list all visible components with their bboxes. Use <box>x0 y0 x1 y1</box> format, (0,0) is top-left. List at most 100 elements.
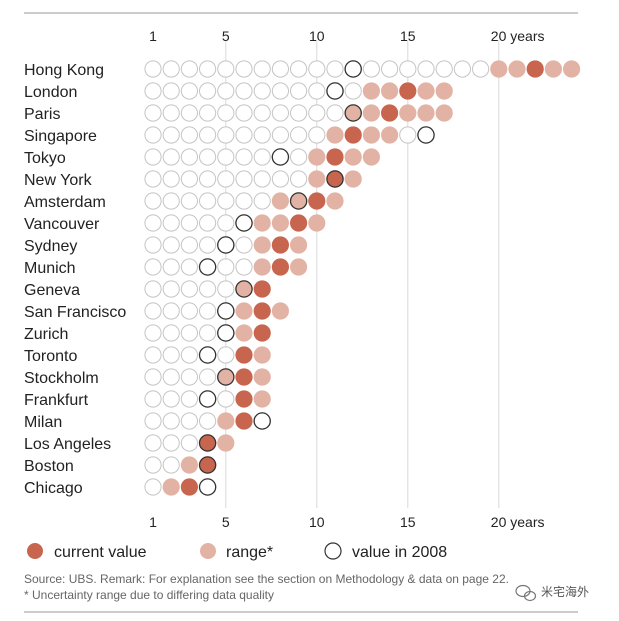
empty-dot <box>180 368 198 386</box>
city-label: Zurich <box>24 326 68 343</box>
city-label: Sydney <box>24 238 77 255</box>
range-dot <box>290 258 308 276</box>
empty-dot <box>217 126 235 144</box>
city-label: London <box>24 84 77 101</box>
empty-dot <box>235 236 253 254</box>
city-label: Paris <box>24 106 60 123</box>
empty-dot <box>180 280 198 298</box>
current-value-dot <box>253 302 271 320</box>
current-value-dot <box>381 104 399 122</box>
empty-dot <box>162 214 180 232</box>
empty-dot <box>180 434 198 452</box>
empty-dot <box>290 126 308 144</box>
range-dot <box>544 60 563 78</box>
empty-dot <box>308 104 326 122</box>
empty-dot <box>144 214 162 232</box>
empty-dot <box>235 60 253 78</box>
x-tick-label-top: 10 <box>309 28 325 44</box>
range-dot <box>381 82 399 100</box>
empty-dot <box>144 346 162 364</box>
empty-dot <box>162 82 180 100</box>
empty-dot <box>217 170 235 188</box>
range-dot <box>253 214 271 232</box>
uncertainty-note: * Uncertainty range due to differing dat… <box>24 588 274 602</box>
empty-dot <box>180 60 198 78</box>
empty-dot <box>217 148 235 166</box>
range-dot <box>381 126 399 144</box>
city-label: Amsterdam <box>24 194 106 211</box>
city-label: Stockholm <box>24 370 99 387</box>
empty-dot <box>199 302 217 320</box>
value-2008-marker <box>198 390 217 408</box>
value-2008-marker <box>198 434 217 452</box>
empty-dot <box>217 258 235 276</box>
empty-dot <box>308 126 326 144</box>
city-label: Toronto <box>24 348 77 365</box>
empty-dot <box>199 280 217 298</box>
range-dot <box>326 126 344 144</box>
empty-dot <box>162 148 180 166</box>
empty-dot <box>253 126 271 144</box>
x-tick-label-bottom: 1 <box>149 514 157 530</box>
x-tick-label-bottom: 15 <box>400 514 416 530</box>
empty-dot <box>235 82 253 100</box>
city-row: Sydney <box>24 236 308 255</box>
range-dot <box>253 390 271 408</box>
city-row: Frankfurt <box>24 390 271 409</box>
range-dot <box>435 82 453 100</box>
empty-dot <box>271 170 289 188</box>
range-dot <box>180 456 198 474</box>
city-row: San Francisco <box>24 302 289 321</box>
empty-dot <box>253 82 271 100</box>
legend-range-swatch <box>200 543 216 559</box>
empty-dot <box>290 104 308 122</box>
empty-dot <box>235 170 253 188</box>
empty-dot <box>199 104 217 122</box>
x-tick-label-bottom: 10 <box>309 514 325 530</box>
empty-dot <box>144 104 162 122</box>
range-dot <box>417 82 435 100</box>
x-tick-label-bottom: 20 years <box>491 514 545 530</box>
current-value-dot <box>253 324 271 342</box>
empty-dot <box>144 302 162 320</box>
range-dot <box>563 60 581 78</box>
empty-dot <box>180 346 198 364</box>
legend: current value range* value in 2008 <box>27 542 447 561</box>
range-dot <box>217 434 235 452</box>
city-label: Munich <box>24 260 76 277</box>
legend-current-label: current value <box>54 544 147 561</box>
range-dot <box>399 104 417 122</box>
empty-dot <box>199 368 217 386</box>
range-dot <box>308 170 326 188</box>
empty-dot <box>362 60 380 78</box>
empty-dot <box>217 192 235 210</box>
city-row: Chicago <box>24 478 217 497</box>
empty-dot <box>217 390 235 408</box>
empty-dot <box>290 170 308 188</box>
x-tick-label-top: 1 <box>149 28 157 44</box>
range-dot <box>308 148 326 166</box>
city-label: San Francisco <box>24 304 126 321</box>
empty-dot <box>144 456 162 474</box>
empty-dot <box>180 192 198 210</box>
city-label: Geneva <box>24 282 80 299</box>
empty-dot <box>180 104 198 122</box>
legend-2008-swatch <box>324 542 342 560</box>
empty-dot <box>162 368 180 386</box>
value-2008-marker <box>217 324 235 342</box>
city-row: Vancouver <box>24 214 326 233</box>
range-dot <box>290 236 308 254</box>
empty-dot <box>144 60 162 78</box>
value-2008-marker <box>344 104 362 122</box>
empty-dot <box>162 104 180 122</box>
value-2008-marker <box>198 346 217 364</box>
range-dot <box>271 302 289 320</box>
empty-dot <box>290 82 308 100</box>
empty-dot <box>308 82 326 100</box>
empty-dot <box>199 82 217 100</box>
value-2008-marker <box>198 478 217 496</box>
value-2008-marker <box>217 236 235 254</box>
empty-dot <box>217 280 235 298</box>
empty-dot <box>144 236 162 254</box>
city-row: New York <box>24 170 362 189</box>
